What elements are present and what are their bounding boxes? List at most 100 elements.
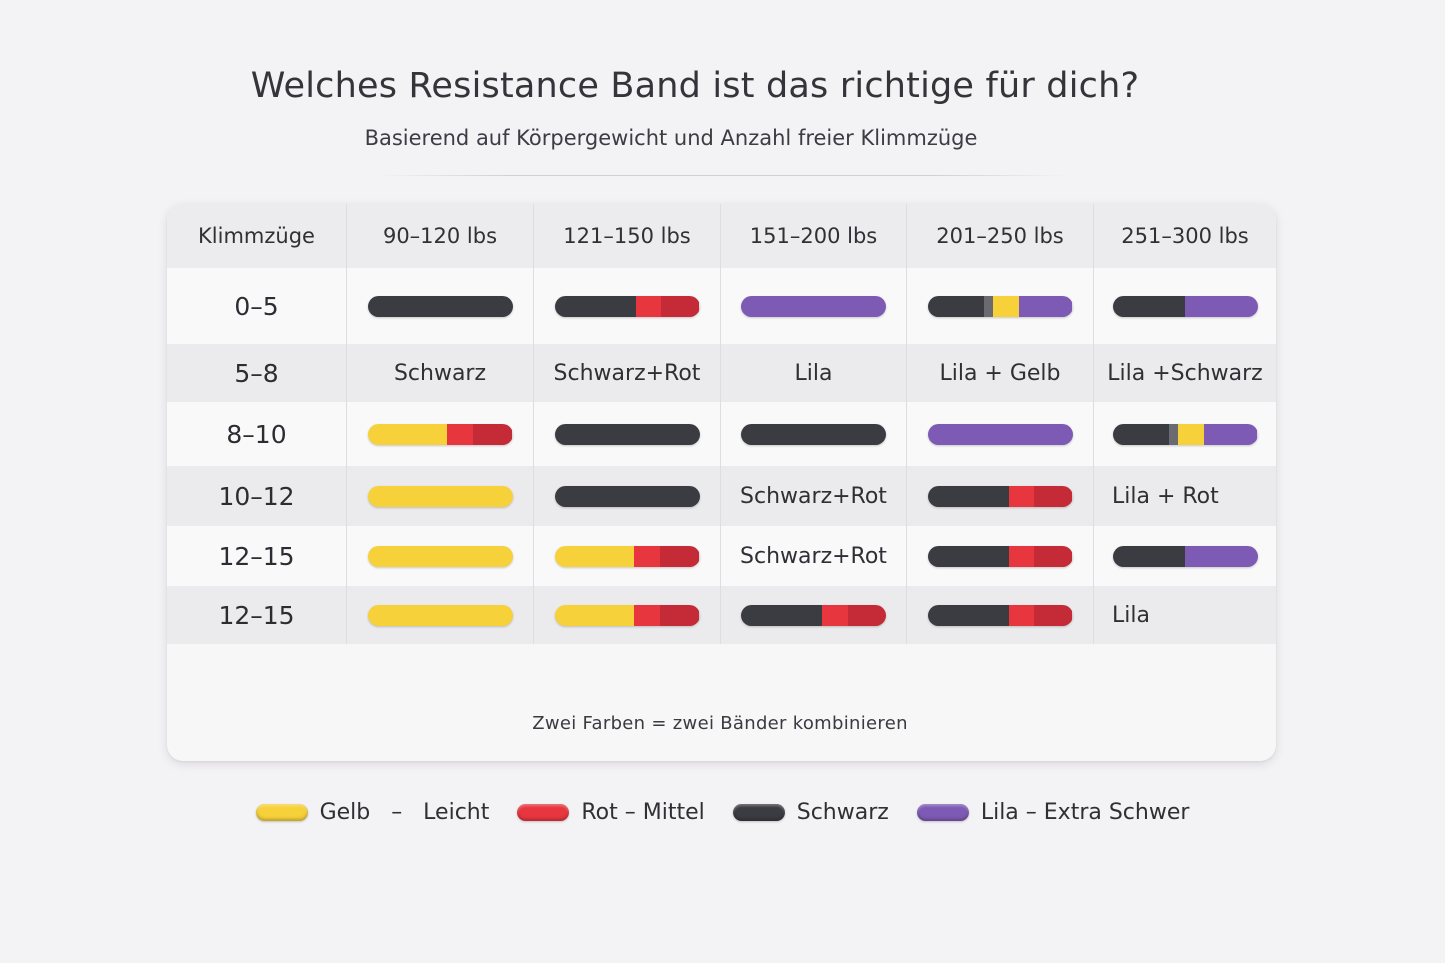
legend-item: Rot – Mittel: [517, 800, 705, 825]
band-table: Klimmzüge 90–120 lbs 121–150 lbs 151–200 lb…: [167, 204, 1276, 644]
combine-note: Zwei Farben = zwei Bänder kombinieren: [532, 713, 908, 734]
table-cell: [907, 526, 1094, 586]
row-label: 10–12: [167, 466, 347, 526]
table-cell: [721, 268, 907, 344]
legend-item: Schwarz: [732, 800, 889, 825]
table-cell: Lila + Rot: [1094, 466, 1276, 526]
band-bar: [554, 545, 700, 567]
band-segment: [1008, 604, 1035, 626]
band-segment: [1008, 545, 1035, 567]
table-cell: [347, 402, 534, 466]
title-divider: [378, 175, 1068, 176]
band-segment: [634, 545, 661, 567]
band-text: Schwarz: [393, 360, 487, 386]
band-bar: [367, 604, 513, 626]
table-cell: Schwarz+Rot: [721, 526, 907, 586]
band-segment: [984, 295, 993, 317]
legend-label: Lila – Extra Schwer: [980, 800, 1190, 825]
band-chart-card: Klimmzüge 90–120 lbs 121–150 lbs 151–200 lb…: [167, 204, 1276, 761]
band-segment: [554, 604, 635, 626]
table-cell: [907, 466, 1094, 526]
table-cell: Lila: [1094, 586, 1276, 644]
table-cell: [347, 268, 534, 344]
table-cell: [1094, 526, 1276, 586]
table-cell: Lila: [721, 344, 907, 402]
band-bar: [927, 604, 1073, 626]
band-segment: [660, 604, 700, 626]
band-segment: [635, 295, 662, 317]
band-text: Schwarz+Rot: [740, 483, 887, 509]
table-cell: [534, 586, 721, 644]
table-cell: [534, 526, 721, 586]
band-segment: [927, 485, 1009, 507]
table-cell: [347, 586, 534, 644]
row-label: 12–15: [167, 526, 347, 586]
band-segment: [1112, 295, 1185, 317]
band-segment: [661, 295, 700, 317]
band-segment: [554, 485, 700, 507]
band-segment: [992, 295, 1019, 317]
page-title: Welches Resistance Band ist das richtige…: [250, 66, 1140, 106]
band-bar: [927, 423, 1073, 445]
legend-label: Rot – Mittel: [581, 800, 705, 825]
band-segment: [367, 485, 513, 507]
band-segment: [367, 545, 513, 567]
band-segment: [554, 545, 635, 567]
band-segment: [1112, 545, 1185, 567]
band-bar: [1112, 295, 1258, 317]
band-segment: [847, 604, 886, 626]
band-segment: [927, 545, 1009, 567]
band-text: Lila: [794, 360, 833, 386]
table-cell: [534, 268, 721, 344]
header-klimmzuege: Klimmzüge: [167, 204, 347, 268]
header-weight-5: 251–300 lbs: [1094, 204, 1276, 268]
table-cell: Lila + Gelb: [907, 344, 1094, 402]
band-segment: [367, 423, 448, 445]
table-cell: [347, 526, 534, 586]
band-bar: [554, 604, 700, 626]
header-weight-3: 151–200 lbs: [721, 204, 907, 268]
band-segment: [367, 295, 513, 317]
band-segment: [554, 423, 700, 445]
row-label: 0–5: [167, 268, 347, 344]
header-weight-2: 121–150 lbs: [534, 204, 721, 268]
band-bar: [1112, 423, 1258, 445]
row-label: 5–8: [167, 344, 347, 402]
band-segment: [1018, 295, 1073, 317]
legend-swatch: [517, 804, 570, 821]
header-weight-1: 90–120 lbs: [347, 204, 534, 268]
band-segment: [554, 295, 636, 317]
legend-swatch: [732, 804, 785, 821]
band-bar: [741, 423, 886, 445]
band-segment: [741, 604, 823, 626]
band-segment: [927, 604, 1009, 626]
table-cell: [534, 402, 721, 466]
band-bar: [554, 295, 700, 317]
band-segment: [1112, 423, 1170, 445]
band-segment: [1034, 604, 1073, 626]
band-text: Lila + Gelb: [939, 360, 1061, 386]
band-bar: [367, 295, 513, 317]
band-text: Schwarz+Rot: [553, 360, 701, 386]
page-subtitle: Basierend auf Körpergewicht und Anzahl f…: [364, 126, 978, 150]
legend-item: Lila – Extra Schwer: [916, 800, 1190, 825]
legend-item: Gelb – Leicht: [255, 800, 489, 825]
band-segment: [1185, 295, 1258, 317]
band-text: Lila +Schwarz: [1107, 360, 1263, 386]
row-label: 12–15: [167, 586, 347, 644]
band-segment: [1008, 485, 1035, 507]
table-cell: [907, 268, 1094, 344]
band-bar: [927, 295, 1073, 317]
table-cell: Schwarz+Rot: [721, 466, 907, 526]
band-segment: [1034, 485, 1073, 507]
band-segment: [447, 423, 474, 445]
header-weight-4: 201–250 lbs: [907, 204, 1094, 268]
band-bar: [554, 485, 700, 507]
band-bar: [554, 423, 700, 445]
table-cell: [1094, 402, 1276, 466]
table-cell: [1094, 268, 1276, 344]
band-segment: [927, 295, 985, 317]
band-segment: [1177, 423, 1204, 445]
table-cell: [721, 402, 907, 466]
band-bar: [367, 545, 513, 567]
